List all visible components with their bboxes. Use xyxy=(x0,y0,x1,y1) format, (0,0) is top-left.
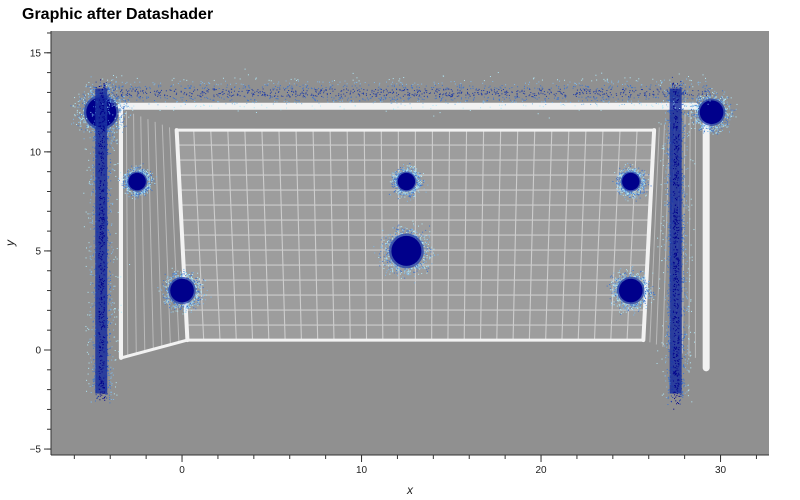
point-band-2 xyxy=(656,76,698,410)
y-tick-label: 0 xyxy=(35,345,41,356)
x-tick-label: 30 xyxy=(715,465,727,476)
point-cluster-3 xyxy=(157,267,212,315)
y-tick-label: 5 xyxy=(35,246,41,257)
point-cluster-7 xyxy=(606,266,656,316)
x-tick-label: 0 xyxy=(179,465,185,476)
point-cluster-5 xyxy=(373,220,439,284)
x-tick-label: 10 xyxy=(356,465,368,476)
point-cluster-2 xyxy=(117,163,157,200)
goal-frame xyxy=(117,102,710,372)
x-axis-label: x xyxy=(406,483,414,497)
point-cluster-6 xyxy=(612,162,652,202)
point-band-3 xyxy=(101,68,711,119)
datashader-points xyxy=(70,68,738,410)
y-tick-label: 15 xyxy=(30,48,42,59)
y-tick-label: 10 xyxy=(30,147,42,158)
axes: 0 10 20 30 −5 0 5 10 15 xyxy=(30,31,769,476)
point-cluster-8 xyxy=(685,88,738,135)
y-axis-label: y xyxy=(3,239,17,247)
point-cluster-4 xyxy=(388,162,429,202)
chart-title: Graphic after Datashader xyxy=(22,6,214,23)
point-band-1 xyxy=(79,76,131,404)
y-tick-label: −5 xyxy=(30,445,42,456)
x-tick-label: 20 xyxy=(535,465,547,476)
